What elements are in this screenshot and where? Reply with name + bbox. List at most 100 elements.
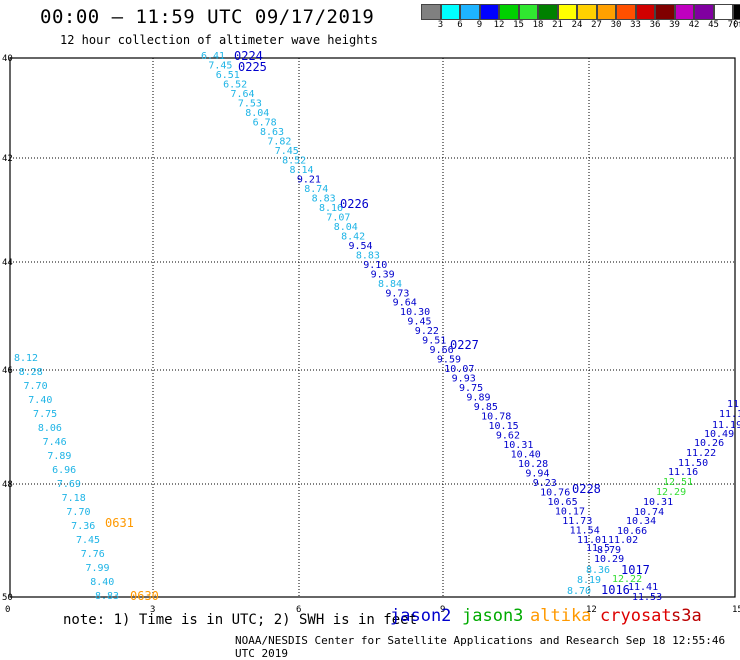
wave-height-value: 8.42 — [341, 231, 365, 242]
wave-height-value: 10.66 — [617, 526, 647, 537]
wave-height-value: 8.83 — [95, 591, 119, 602]
wave-height-value: 9.39 — [371, 269, 395, 280]
wave-height-value: 7.36 — [71, 521, 95, 532]
legend-label: 18 — [532, 20, 544, 30]
wave-height-value: 7.18 — [62, 493, 86, 504]
credit-line: NOAA/NESDIS Center for Satellite Applica… — [235, 634, 726, 660]
wave-height-value: 11.54 — [570, 526, 600, 537]
wave-height-value: 7.64 — [230, 89, 254, 100]
wave-height-value: 12.29 — [656, 487, 686, 498]
wave-height-value: 8.14 — [289, 165, 313, 176]
wave-height-value: 9.89 — [466, 393, 490, 404]
lat-tick-label: 46 — [2, 366, 13, 376]
wave-height-value: 7.89 — [47, 451, 71, 462]
wave-height-value: 10.26 — [694, 438, 724, 449]
legend-swatch — [577, 4, 597, 20]
time-label: 0224 — [234, 49, 263, 63]
wave-height-value: 6.52 — [223, 79, 247, 90]
time-label: 0228 — [572, 482, 601, 496]
wave-height-value: 8.06 — [38, 423, 62, 434]
wave-height-value: 7.70 — [66, 507, 90, 518]
wave-height-value: 7.82 — [267, 136, 291, 147]
legend-label: 3 — [437, 20, 444, 30]
wave-height-value: 10.31 — [503, 440, 533, 451]
wave-height-value: 7.46 — [43, 437, 67, 448]
wave-height-value: 6.78 — [253, 117, 277, 128]
wave-height-value: 8.74 — [304, 184, 328, 195]
legend-swatch — [460, 4, 480, 20]
legend-swatch — [616, 4, 636, 20]
wave-height-value: 6.41 — [201, 51, 225, 62]
legend-swatch — [557, 4, 577, 20]
wave-height-value: 9.75 — [459, 383, 483, 394]
lon-tick-label: 15 — [732, 605, 740, 615]
plot-border — [9, 57, 736, 598]
wave-height-value: 8.70 — [567, 586, 591, 597]
legend-label: 27 — [591, 20, 602, 30]
wave-height-value: 11.41 — [628, 582, 658, 593]
legend-swatch — [440, 4, 460, 20]
wave-height-value: 9.85 — [474, 402, 498, 413]
wave-height-value: 11.1 — [719, 409, 740, 420]
footnote: note: 1) Time is in UTC; 2) SWH is in fe… — [63, 612, 418, 628]
wave-height-value: 11.16 — [668, 467, 698, 478]
wave-height-value: 9.21 — [297, 174, 321, 185]
time-label: 0227 — [450, 338, 479, 352]
lat-tick-label: 40 — [2, 54, 13, 64]
wave-height-value: 11.1 — [727, 399, 740, 410]
wave-height-value: 11.02 — [608, 535, 638, 546]
legend-swatch — [538, 4, 558, 20]
time-label: 0226 — [340, 197, 369, 211]
legend-label: (ft) — [732, 20, 740, 30]
wave-height-value: 10.49 — [704, 429, 734, 440]
legend-swatch — [596, 4, 616, 20]
satellite-name: jason2 — [390, 606, 452, 626]
color-legend — [421, 4, 740, 20]
page-title: 00:00 – 11:59 UTC 09/17/2019 — [40, 6, 375, 28]
wave-height-value: 7.70 — [24, 381, 48, 392]
satellite-name: cryosat — [600, 606, 672, 626]
legend-label: 21 — [552, 20, 563, 30]
wave-height-value: 8.84 — [378, 279, 402, 290]
time-label: 0631 — [105, 516, 134, 530]
legend-swatch — [479, 4, 499, 20]
wave-height-value: 9.66 — [430, 345, 454, 356]
wave-height-value: 8.04 — [245, 108, 269, 119]
lon-tick-label: 12 — [586, 605, 597, 615]
wave-height-value: 11.50 — [678, 458, 708, 469]
legend-swatch — [635, 4, 655, 20]
wave-height-value: 11.22 — [686, 448, 716, 459]
time-label: 1016 — [601, 583, 630, 597]
wave-height-value: 10.65 — [548, 497, 578, 508]
wave-height-value: 12.51 — [663, 477, 693, 488]
legend-swatch — [655, 4, 675, 20]
grid-lines: 40 42 44 46 48 50 0 3 6 9 12 15 — [2, 54, 740, 615]
wave-height-value: 10.74 — [634, 507, 664, 518]
wave-height-value: 8.83 — [312, 193, 336, 204]
wave-height-value: 8.12 — [14, 353, 38, 364]
legend-label: 6 — [457, 20, 463, 30]
wave-height-value: 9.73 — [385, 288, 409, 299]
page-subtitle: 12 hour collection of altimeter wave hei… — [60, 33, 378, 47]
wave-height-value: 9.64 — [393, 298, 417, 309]
time-label: 1017 — [621, 563, 650, 577]
legend-label: 70 — [727, 20, 739, 30]
satellite-name: jason3 — [462, 606, 524, 626]
lon-tick-label: 3 — [150, 605, 155, 615]
time-label: 0630 — [130, 589, 159, 603]
plot-frame — [9, 57, 736, 598]
wave-height-value: 10.28 — [518, 459, 548, 470]
lon-tick-label: 6 — [296, 605, 301, 615]
wave-height-value: 9.45 — [407, 317, 431, 328]
wave-height-value: 10.30 — [400, 307, 430, 318]
wave-height-value: 9.51 — [422, 336, 446, 347]
legend-swatch — [518, 4, 538, 20]
wave-height-value: 7.40 — [28, 395, 52, 406]
lat-tick-label: 50 — [2, 593, 13, 603]
wave-height-value: 10.78 — [481, 412, 511, 423]
wave-height-value: 7.75 — [33, 409, 57, 420]
wave-height-value: 11.53 — [632, 592, 662, 603]
legend-swatch — [421, 4, 441, 20]
wave-height-value: 9.22 — [415, 326, 439, 337]
